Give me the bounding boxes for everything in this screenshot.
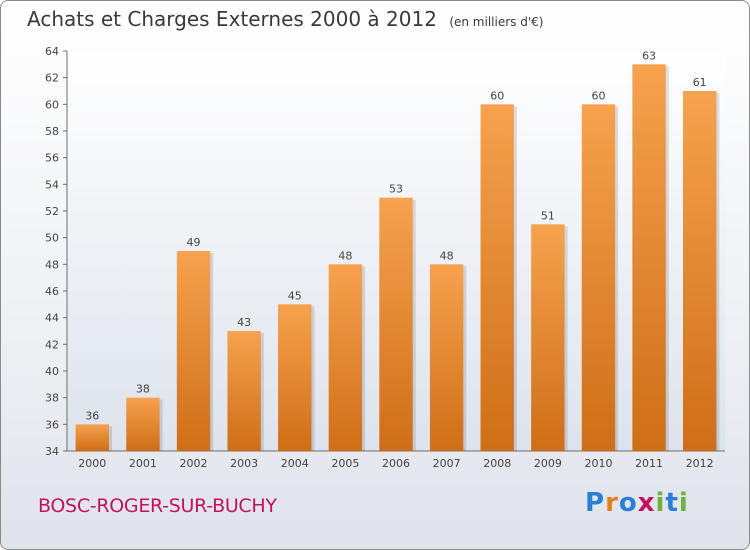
x-tick-label: 2010 xyxy=(584,457,612,470)
x-tick-label: 2008 xyxy=(483,457,511,470)
data-label: 38 xyxy=(136,383,150,396)
y-tick-label: 50 xyxy=(45,232,59,245)
data-label: 63 xyxy=(642,49,656,62)
data-label: 51 xyxy=(541,209,555,222)
data-label: 43 xyxy=(237,316,251,329)
logo-letter: i xyxy=(655,488,666,518)
y-tick-label: 54 xyxy=(45,178,59,191)
data-label: 53 xyxy=(389,183,403,196)
bar xyxy=(278,304,312,451)
data-label: 48 xyxy=(440,249,454,262)
logo-letter: x xyxy=(637,488,656,518)
data-label: 49 xyxy=(187,236,201,249)
x-tick-label: 2007 xyxy=(433,457,461,470)
logo-letter: P xyxy=(585,488,606,518)
data-label: 60 xyxy=(490,89,504,102)
data-label: 61 xyxy=(693,76,707,89)
y-tick-label: 52 xyxy=(45,205,59,218)
y-tick-label: 34 xyxy=(45,445,59,458)
x-tick-label: 2000 xyxy=(78,457,106,470)
logo-letter: r xyxy=(605,488,619,518)
logo-letter: o xyxy=(618,488,638,518)
y-tick-label: 36 xyxy=(45,418,59,431)
y-tick-label: 44 xyxy=(45,312,59,325)
y-tick-label: 46 xyxy=(45,285,59,298)
x-tick-label: 2009 xyxy=(534,457,562,470)
y-tick-label: 56 xyxy=(45,152,59,165)
x-tick-label: 2012 xyxy=(686,457,714,470)
x-tick-label: 2003 xyxy=(230,457,258,470)
chart-title: Achats et Charges Externes 2000 à 2012 (… xyxy=(27,7,543,31)
data-label: 48 xyxy=(338,249,352,262)
data-label: 60 xyxy=(591,89,605,102)
bar xyxy=(328,264,363,451)
x-tick-label: 2002 xyxy=(180,457,208,470)
bar xyxy=(480,104,514,451)
bar xyxy=(581,104,616,451)
y-tick-label: 42 xyxy=(45,338,59,351)
bar xyxy=(379,197,413,451)
bar xyxy=(682,91,717,451)
y-tick-label: 38 xyxy=(45,392,59,405)
bar xyxy=(176,251,211,451)
bar xyxy=(531,224,565,451)
bar xyxy=(429,264,464,451)
y-tick-label: 64 xyxy=(45,45,59,58)
y-tick-label: 62 xyxy=(45,72,59,85)
y-tick-label: 40 xyxy=(45,365,59,378)
bar xyxy=(227,331,261,451)
data-label: 36 xyxy=(85,409,99,422)
x-tick-label: 2001 xyxy=(129,457,157,470)
chart-title-text: Achats et Charges Externes 2000 à 2012 xyxy=(27,7,437,31)
chart-subtitle: (en milliers d'€) xyxy=(449,15,544,29)
y-tick-label: 48 xyxy=(45,258,59,271)
x-tick-label: 2005 xyxy=(331,457,359,470)
bar xyxy=(126,397,160,451)
logo-letter: i xyxy=(678,488,689,518)
bar xyxy=(75,424,110,451)
proxiti-logo: Proxiti xyxy=(585,488,689,518)
x-tick-label: 2011 xyxy=(635,457,663,470)
y-tick-label: 60 xyxy=(45,98,59,111)
x-tick-label: 2004 xyxy=(281,457,309,470)
data-label: 45 xyxy=(288,289,302,302)
x-tick-label: 2006 xyxy=(382,457,410,470)
bar xyxy=(632,64,666,452)
logo-letter: t xyxy=(665,488,679,518)
commune-name: BOSC-ROGER-SUR-BUCHY xyxy=(38,495,277,517)
y-tick-label: 58 xyxy=(45,125,59,138)
